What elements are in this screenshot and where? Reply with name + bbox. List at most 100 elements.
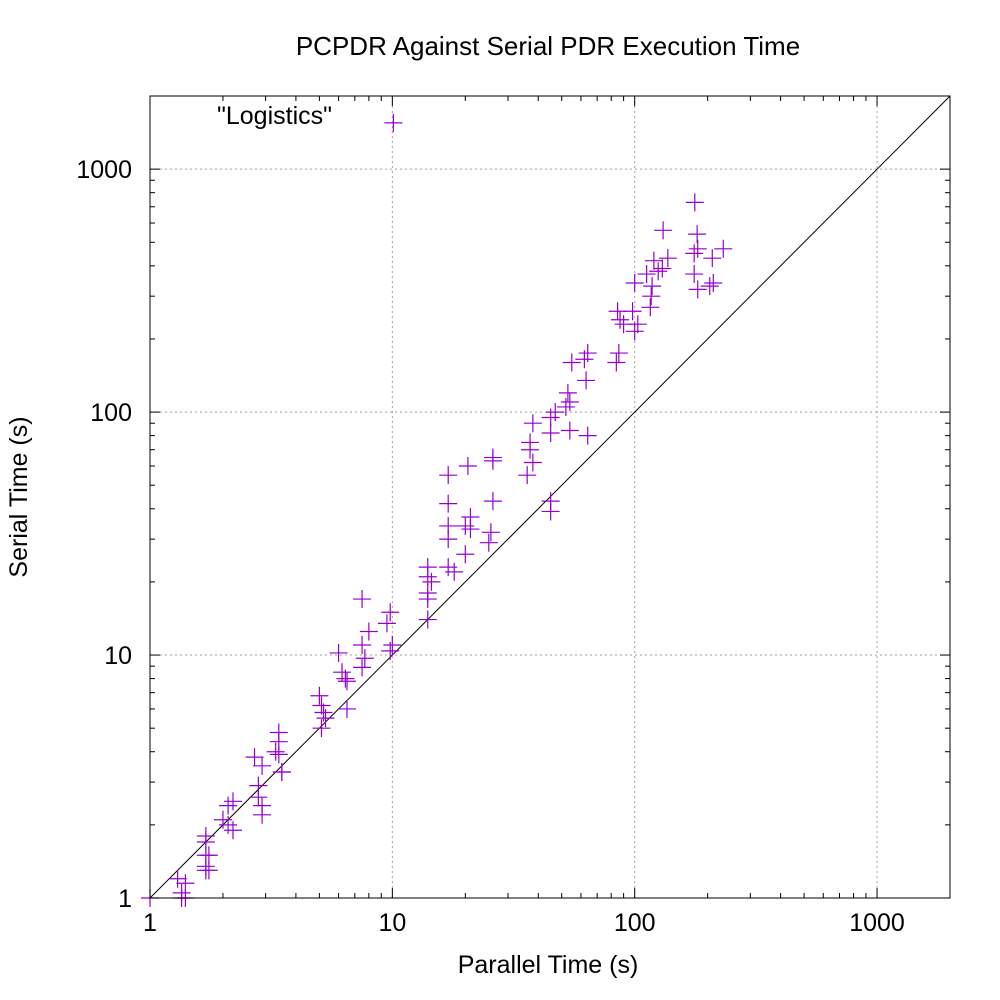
data-point (541, 424, 560, 443)
data-point (641, 298, 660, 317)
data-point (575, 350, 594, 369)
data-point (653, 259, 672, 278)
data-point (329, 643, 348, 662)
data-point (439, 494, 458, 513)
data-point (418, 567, 437, 586)
tick-label-layer: 1 10 100 1000 1 10 100 1000 (76, 156, 904, 937)
annotation-logistics: "Logistics" (217, 102, 332, 130)
data-point (196, 861, 215, 880)
x-tick-label: 1 (143, 909, 157, 937)
data-point (614, 315, 633, 334)
data-point (359, 622, 378, 641)
data-point (688, 280, 707, 299)
data-point (644, 251, 663, 270)
data-point (336, 669, 355, 688)
data-point (219, 815, 238, 834)
data-point (353, 590, 372, 609)
data-point (445, 562, 464, 581)
data-point (625, 273, 644, 292)
data-point (456, 516, 475, 535)
data-point (353, 658, 372, 677)
data-point (439, 530, 458, 549)
data-point (310, 686, 329, 705)
data-point (541, 502, 560, 521)
reference-line-layer (149, 95, 951, 899)
data-point (609, 344, 628, 363)
data-point (654, 221, 673, 240)
data-point (266, 742, 285, 761)
data-point (353, 635, 372, 654)
data-point (418, 610, 437, 629)
data-point (558, 383, 577, 402)
data-point (560, 421, 579, 440)
data-point (578, 426, 597, 445)
data-point (381, 641, 400, 660)
x-tick-label: 1000 (849, 909, 905, 937)
data-point (223, 792, 242, 811)
data-point (625, 322, 644, 341)
data-point (223, 821, 242, 840)
plot-frame (149, 95, 951, 899)
data-point (685, 193, 704, 212)
data-point (518, 466, 537, 485)
x-tick-label: 100 (614, 909, 656, 937)
data-point (700, 277, 719, 296)
data-point (560, 393, 579, 412)
data-point (312, 696, 331, 715)
data-point (316, 709, 335, 728)
data-point (608, 302, 627, 321)
data-point (483, 492, 502, 511)
data-point (642, 287, 661, 306)
data-point (461, 520, 480, 539)
data-point (314, 703, 333, 722)
y-tick-label: 100 (90, 399, 132, 427)
data-point (456, 545, 475, 564)
y-tick-label: 1 (118, 885, 132, 913)
x-axis-label: Parallel Time (s) (458, 951, 639, 979)
data-point (611, 310, 630, 329)
data-point (703, 249, 722, 268)
reference-line-y-equals-x (149, 95, 951, 899)
data-point (199, 846, 218, 865)
data-point (637, 265, 656, 284)
data-point (213, 810, 232, 829)
data-point (541, 408, 560, 427)
data-point (658, 249, 677, 268)
data-point (272, 763, 291, 782)
points-layer (141, 113, 733, 907)
data-point (481, 523, 500, 542)
data-point (562, 353, 581, 372)
data-point (577, 371, 596, 390)
data-point (704, 273, 723, 292)
data-point (546, 403, 565, 422)
data-point (418, 590, 437, 609)
data-point (556, 397, 575, 416)
data-point (523, 453, 542, 472)
x-tick-label: 10 (378, 909, 406, 937)
data-point (643, 277, 662, 296)
data-point (521, 440, 540, 459)
y-tick-label: 10 (104, 642, 132, 670)
data-point (483, 451, 502, 470)
data-point (377, 614, 396, 633)
data-point (479, 533, 498, 552)
data-point (685, 244, 704, 263)
y-tick-label: 1000 (76, 156, 132, 184)
data-point (338, 699, 357, 718)
data-point (219, 796, 238, 815)
data-point (458, 456, 477, 475)
data-point (338, 672, 357, 691)
data-point (269, 745, 288, 764)
y-axis-label: Serial Time (s) (5, 416, 33, 577)
data-point (355, 649, 374, 668)
data-point (253, 805, 272, 824)
data-point (249, 788, 268, 807)
data-point (168, 869, 187, 888)
data-point (607, 353, 626, 372)
data-point (422, 572, 441, 591)
data-point (649, 262, 668, 281)
data-point (381, 603, 400, 622)
data-point (439, 466, 458, 485)
data-point (714, 239, 733, 258)
data-point (685, 265, 704, 284)
